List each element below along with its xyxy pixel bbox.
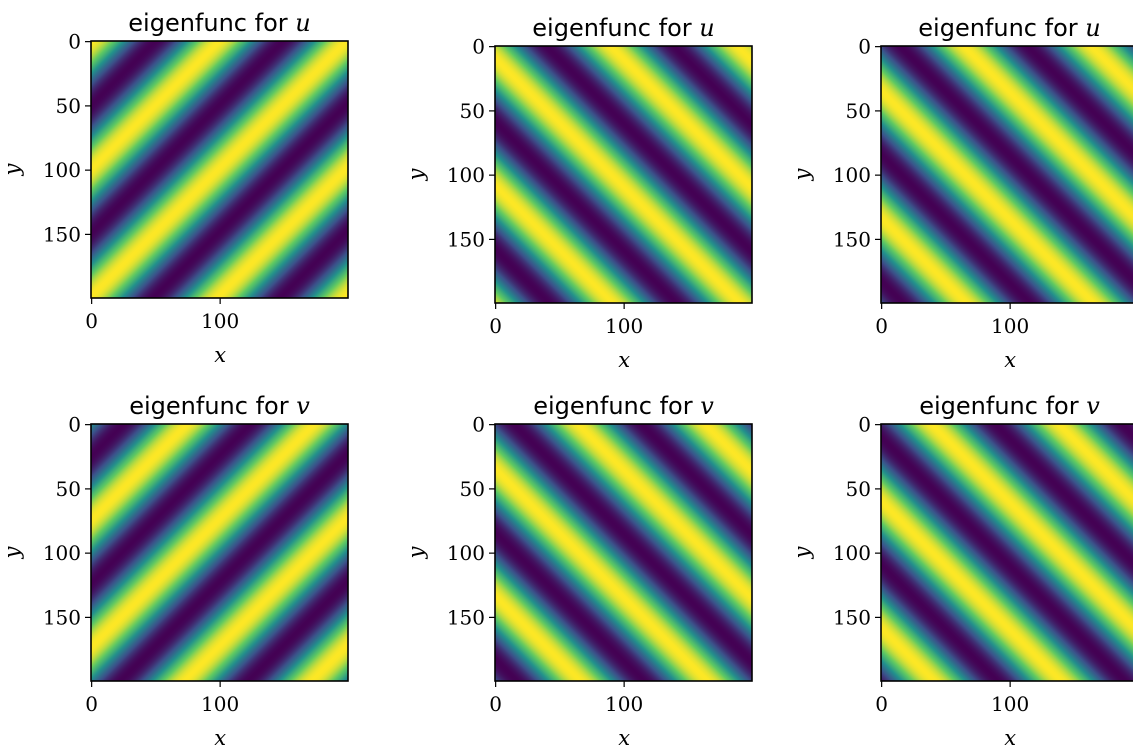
- y-tick-label: 100: [447, 163, 485, 187]
- y-tick-label: 50: [56, 477, 81, 501]
- subplot-title: eigenfunc for v: [533, 392, 714, 420]
- y-axis-label: y: [0, 162, 24, 176]
- y-tick-label: 150: [43, 605, 81, 629]
- y-tick-label: 150: [43, 222, 81, 246]
- x-axis-label: x: [618, 348, 630, 372]
- y-axis-label: y: [790, 167, 814, 181]
- subplot-3: eigenfunc for u 0 100 0 50 100 150 x y: [790, 14, 1133, 372]
- x-tick-label: 100: [991, 692, 1029, 716]
- y-tick-label: 50: [460, 99, 485, 123]
- x-tick-label: 100: [201, 309, 239, 333]
- x-tick-label: 0: [85, 692, 98, 716]
- x-axis-label: x: [618, 726, 630, 748]
- y-tick-label: 0: [472, 35, 485, 59]
- y-tick-label: 0: [68, 30, 81, 54]
- y-tick-label: 150: [447, 605, 485, 629]
- subplot-title: eigenfunc for u: [128, 9, 310, 37]
- heatmap-image: [881, 424, 1133, 681]
- heatmap-image: [881, 46, 1133, 303]
- x-tick-label: 100: [605, 314, 643, 338]
- axes-frame: [880, 45, 1133, 304]
- subplot-title: eigenfunc for u: [532, 14, 714, 42]
- heatmap-image: [495, 424, 752, 681]
- x-tick-label: 100: [991, 314, 1029, 338]
- axes-frame: [90, 40, 349, 299]
- axes-frame: [90, 423, 349, 682]
- y-tick-label: 100: [833, 163, 871, 187]
- y-tick-label: 150: [447, 227, 485, 251]
- y-tick-label: 0: [858, 413, 871, 437]
- y-axis-label: y: [404, 167, 428, 181]
- x-axis-label: x: [1004, 726, 1016, 748]
- y-tick-label: 50: [846, 477, 871, 501]
- y-axis-label: y: [0, 545, 24, 559]
- axes-frame: [494, 45, 753, 304]
- subplot-1: eigenfunc for u 0 100 0 50 100 150 x y: [0, 9, 349, 367]
- y-tick-label: 100: [447, 541, 485, 565]
- x-tick-label: 0: [875, 314, 888, 338]
- axes-frame: [880, 423, 1133, 682]
- x-tick-label: 0: [85, 309, 98, 333]
- x-tick-label: 0: [489, 692, 502, 716]
- x-axis-label: x: [1004, 348, 1016, 372]
- heatmap-image: [91, 424, 348, 681]
- y-axis-label: y: [404, 545, 428, 559]
- subplot-title: eigenfunc for u: [918, 14, 1100, 42]
- subplot-6: eigenfunc for v 0 100 0 50 100 150 x y: [790, 392, 1133, 748]
- y-tick-label: 100: [43, 541, 81, 565]
- subplot-2: eigenfunc for u 0 100 0 50 100 150 x y: [404, 14, 753, 372]
- y-tick-label: 0: [472, 413, 485, 437]
- y-tick-label: 50: [56, 94, 81, 118]
- subplot-4: eigenfunc for v 0 100 0 50 100 150 x y: [0, 392, 349, 748]
- y-tick-label: 50: [846, 99, 871, 123]
- x-axis-label: x: [214, 726, 226, 748]
- y-tick-label: 0: [68, 413, 81, 437]
- x-tick-label: 100: [201, 692, 239, 716]
- subplot-title: eigenfunc for v: [129, 392, 310, 420]
- y-tick-label: 150: [833, 605, 871, 629]
- y-tick-label: 100: [43, 158, 81, 182]
- y-tick-label: 0: [858, 35, 871, 59]
- heatmap-image: [495, 46, 752, 303]
- subplot-5: eigenfunc for v 0 100 0 50 100 150 x y: [404, 392, 753, 748]
- y-tick-label: 50: [460, 477, 485, 501]
- x-tick-label: 0: [489, 314, 502, 338]
- y-tick-label: 150: [833, 227, 871, 251]
- x-tick-label: 0: [875, 692, 888, 716]
- x-tick-label: 100: [605, 692, 643, 716]
- subplot-title: eigenfunc for v: [919, 392, 1100, 420]
- heatmap-image: [91, 41, 348, 298]
- axes-frame: [494, 423, 753, 682]
- x-axis-label: x: [214, 343, 226, 367]
- y-axis-label: y: [790, 545, 814, 559]
- y-tick-label: 100: [833, 541, 871, 565]
